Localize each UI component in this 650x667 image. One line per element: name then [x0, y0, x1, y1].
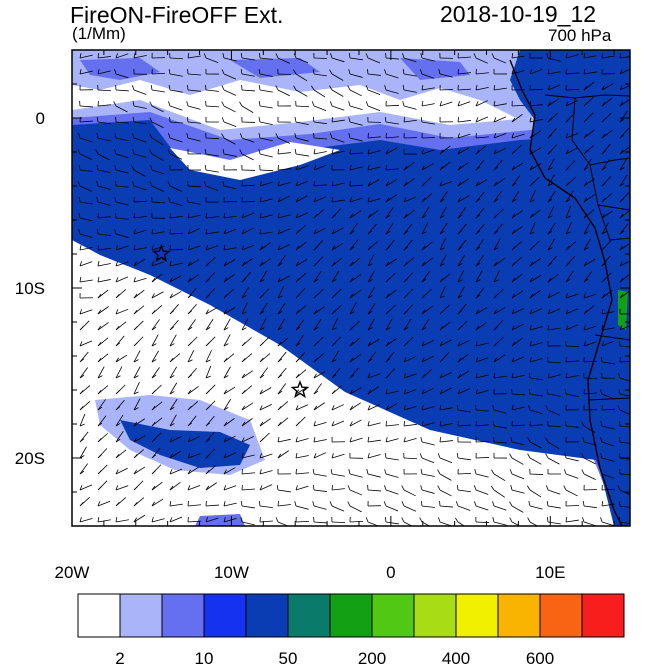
colorbar-tick-label: 50	[279, 649, 298, 667]
map-title: FireON-FireOFF Ext.	[70, 2, 284, 28]
aerosol-blob-bottom	[195, 514, 245, 526]
colorbar-swatch	[287, 593, 331, 638]
colorbar-swatch	[497, 593, 541, 638]
colorbar-swatch	[455, 593, 499, 638]
colorbar-tick-label: 2	[115, 649, 124, 667]
units-label: (1/Mm)	[72, 24, 126, 43]
star-marker-1	[151, 244, 171, 263]
light-aerosol-patch-north	[72, 50, 630, 120]
colorbar-swatch	[245, 593, 289, 638]
star-marker-2	[290, 380, 310, 399]
land-green-patch	[618, 290, 628, 330]
colorbar-swatch	[539, 593, 583, 638]
country-borders	[544, 94, 630, 401]
site-markers	[151, 244, 310, 399]
map-frame	[71, 49, 631, 527]
colorbar-swatch	[329, 593, 373, 638]
lat-tick-label: 0	[36, 109, 45, 128]
colorbar-tick-label: 400	[442, 649, 470, 667]
wind-barbs	[77, 52, 630, 526]
datetime-label: 2018-10-19_12	[440, 1, 597, 27]
colorbar-swatch	[161, 593, 205, 638]
lat-tick-label: 20S	[15, 449, 45, 468]
lon-tick-label: 20W	[55, 563, 90, 582]
pressure-level-label: 700 hPa	[548, 26, 612, 45]
colorbar-swatch	[413, 593, 457, 638]
lon-tick-label: 0	[386, 563, 395, 582]
lon-tick-label: 10E	[535, 563, 565, 582]
colorbar-tick-label: 600	[526, 649, 554, 667]
aerosol-blob-south-core	[120, 420, 250, 468]
colorbar-swatch	[371, 593, 415, 638]
colorbar-tick-label: 10	[195, 649, 214, 667]
colorbar-tick-label: 200	[358, 649, 386, 667]
aerosol-plume-main	[72, 120, 630, 526]
latitude-tick-labels: 0 10S 20S	[15, 109, 45, 468]
axis-tick-marks	[72, 50, 630, 526]
colorbar-swatch	[581, 593, 625, 638]
lat-tick-label: 10S	[15, 279, 45, 298]
lon-tick-label: 10W	[214, 563, 249, 582]
colorbar-swatch	[203, 593, 247, 638]
colorbar-swatch	[119, 593, 163, 638]
map-plot-area	[72, 50, 630, 526]
colorbar-swatch	[77, 593, 121, 638]
clear-gap-north	[170, 142, 340, 180]
longitude-tick-labels: 20W 10W 0 10E	[55, 563, 566, 582]
